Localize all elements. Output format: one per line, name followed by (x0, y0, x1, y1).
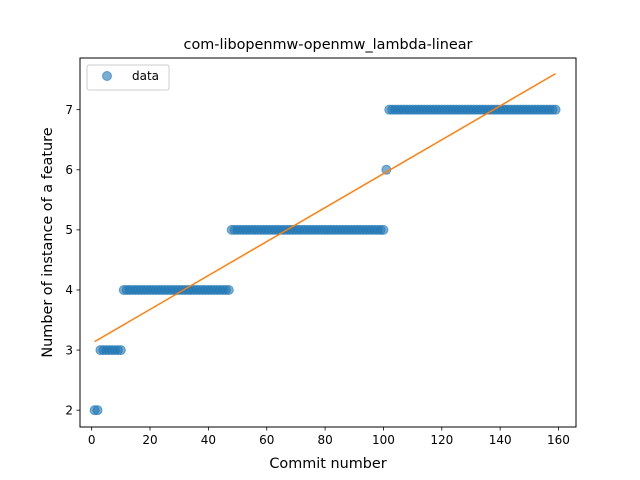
legend-label: data (132, 69, 159, 83)
x-tick-label: 0 (88, 433, 96, 447)
x-axis-label: Commit number (269, 456, 386, 472)
x-tick-label: 40 (201, 433, 216, 447)
legend-marker (102, 71, 112, 81)
x-tick-label: 100 (372, 433, 395, 447)
x-tick-label: 120 (430, 433, 453, 447)
data-point (550, 104, 561, 115)
x-tick-label: 80 (317, 433, 332, 447)
y-tick-label: 4 (65, 283, 73, 297)
data-point (92, 405, 103, 416)
y-axis-label: Number of instance of a feature (40, 127, 56, 357)
y-tick-label: 5 (65, 223, 73, 237)
x-tick-label: 20 (142, 433, 157, 447)
chart-title: com-libopenmw-openmw_lambda-linear (184, 37, 473, 53)
x-axis-ticks: 0 20 40 60 80 100 120 140 160 (88, 427, 570, 447)
data-point (115, 345, 126, 356)
y-tick-label: 2 (65, 403, 73, 417)
y-axis-ticks: 2 3 4 5 6 7 (65, 103, 80, 417)
y-tick-label: 3 (65, 343, 73, 357)
x-tick-label: 140 (489, 433, 512, 447)
plot-area (89, 72, 561, 416)
legend: data (86, 64, 170, 91)
data-point (378, 224, 389, 235)
fit-line (94, 72, 556, 343)
y-tick-label: 7 (65, 103, 73, 117)
x-tick-label: 160 (547, 433, 570, 447)
y-tick-label: 6 (65, 163, 73, 177)
x-tick-label: 60 (259, 433, 274, 447)
axes-frame (79, 57, 577, 428)
data-point (223, 284, 234, 295)
